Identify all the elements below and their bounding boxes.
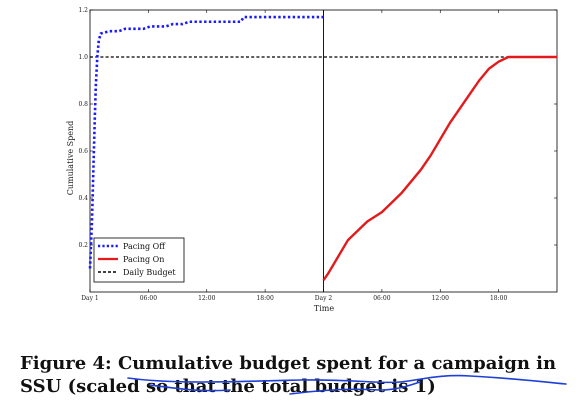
series-line-pacing-on — [322, 55, 557, 281]
x-tick-label: 18:00 — [256, 295, 273, 302]
y-tick-label: 0.2 — [78, 242, 88, 249]
legend-label-pacing-off: Pacing Off — [123, 242, 166, 251]
y-tick-label: 1.2 — [78, 7, 88, 14]
x-tick-label: 18:00 — [490, 295, 507, 302]
x-tick-label: 06:00 — [140, 295, 157, 302]
legend-label-daily-budget: Daily Budget — [123, 268, 176, 277]
figure-caption: Figure 4: Cumulative budget spent for a … — [20, 352, 575, 398]
y-tick-label: 0.6 — [78, 148, 88, 155]
x-tick-label: Day 2 — [315, 295, 333, 302]
y-tick-label: 1.0 — [78, 54, 88, 61]
legend: Pacing Off Pacing On Daily Budget — [93, 237, 185, 283]
y-axis-label: Cumulative Spend — [66, 121, 75, 196]
y-tick-label: 0.4 — [78, 195, 88, 202]
x-tick-label: 12:00 — [198, 295, 215, 302]
x-tick-label: Day 1 — [81, 295, 99, 302]
figure-4-chart: 0.2 0.4 0.6 0.8 1.0 1.2 Day 1 06:00 12:00 18:00 Da… — [66, 7, 558, 313]
y-tick-label: 0.8 — [78, 101, 88, 108]
x-tick-label: 12:00 — [432, 295, 449, 302]
legend-label-pacing-on: Pacing On — [123, 255, 164, 264]
cumulative-spend-plot: 0.2 0.4 0.6 0.8 1.0 1.2 Day 1 06:00 12:00 18:00 Da… — [66, 7, 558, 313]
x-tick-label: 06:00 — [373, 295, 390, 302]
series-line-pacing-off — [88, 15, 324, 269]
x-axis-label: Time — [314, 304, 334, 313]
caption-label: Figure 4: — [20, 353, 112, 374]
